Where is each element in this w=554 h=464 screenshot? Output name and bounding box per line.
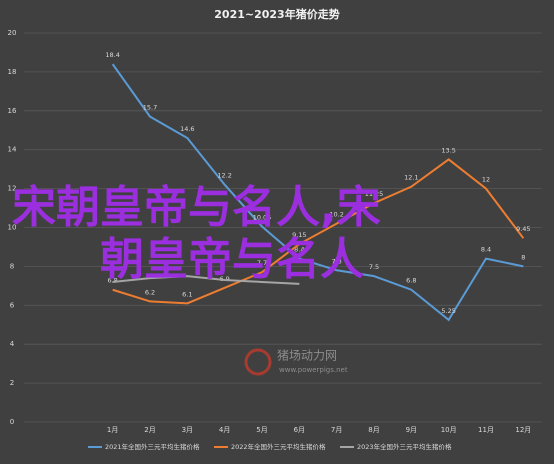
- data-label: 7.5: [369, 263, 379, 271]
- legend-label: 2023年全国外三元平均生猪价格: [357, 442, 452, 451]
- data-label: 12.2: [217, 172, 231, 180]
- data-label: 6.8: [406, 277, 416, 285]
- x-tick-label: 1月: [107, 426, 118, 434]
- legend-label: 2021年全国外三元平均生猪价格: [105, 442, 200, 451]
- data-label: 7.8: [331, 257, 341, 265]
- overlay-text: 宋朝皇帝与名人,宋: [12, 182, 381, 233]
- overlay-text: 朝皇帝与名人: [100, 234, 364, 285]
- y-tick-label: 0: [10, 418, 14, 426]
- y-tick-label: 4: [10, 340, 15, 348]
- watermark-text: 猪场动力网: [277, 349, 337, 363]
- data-label: 8: [521, 253, 525, 261]
- watermark-url: www.powerpigs.net: [279, 366, 348, 374]
- data-label: 14.6: [180, 125, 194, 133]
- y-tick-label: 18: [8, 68, 17, 76]
- data-label: 10.05: [253, 214, 272, 222]
- data-label: 8.4: [294, 246, 304, 254]
- x-tick-label: 6月: [294, 426, 305, 434]
- legend-label: 2022年全国外三元平均生猪价格: [231, 442, 326, 451]
- x-tick-label: 3月: [182, 426, 193, 434]
- data-label: 9.15: [292, 231, 306, 239]
- series-line: [112, 275, 300, 285]
- x-tick-label: 2月: [144, 426, 155, 434]
- x-tick-label: 12月: [515, 426, 531, 434]
- data-label: 8.4: [481, 246, 491, 254]
- x-tick-label: 11月: [478, 426, 494, 434]
- data-label: 18.4: [105, 51, 119, 59]
- data-label: 13.5: [441, 146, 455, 154]
- data-label: 7.7: [257, 259, 267, 267]
- data-label: 9.45: [516, 225, 530, 233]
- data-label: 12: [482, 176, 490, 184]
- x-tick-label: 8月: [368, 426, 379, 434]
- x-tick-label: 5月: [256, 426, 267, 434]
- data-label: 6.1: [182, 290, 192, 298]
- x-tick-label: 4月: [219, 426, 230, 434]
- data-label: 10.2: [329, 211, 343, 219]
- data-label: 6.2: [145, 288, 155, 296]
- y-tick-label: 14: [8, 146, 17, 154]
- y-tick-label: 20: [8, 29, 17, 37]
- y-tick-label: 12: [8, 185, 17, 193]
- y-tick-label: 6: [10, 301, 15, 309]
- watermark-logo: [244, 348, 272, 376]
- data-label: 6.8: [107, 277, 117, 285]
- chart-title: 2021~2023年猪价走势: [214, 7, 339, 21]
- data-label: 11.25: [365, 190, 384, 198]
- x-tick-label: 9月: [406, 426, 417, 434]
- data-label: 5.25: [441, 307, 455, 315]
- y-tick-label: 2: [10, 379, 14, 387]
- data-label: 15.7: [143, 104, 157, 112]
- series-line: [112, 158, 525, 305]
- x-tick-label: 7月: [331, 426, 342, 434]
- series-line: [111, 63, 524, 322]
- y-tick-label: 8: [10, 262, 14, 270]
- data-label: 12.1: [404, 174, 418, 182]
- data-label: 6.9: [219, 275, 229, 283]
- y-tick-label: 10: [8, 224, 17, 232]
- x-tick-label: 10月: [441, 426, 457, 434]
- y-tick-label: 16: [8, 107, 17, 115]
